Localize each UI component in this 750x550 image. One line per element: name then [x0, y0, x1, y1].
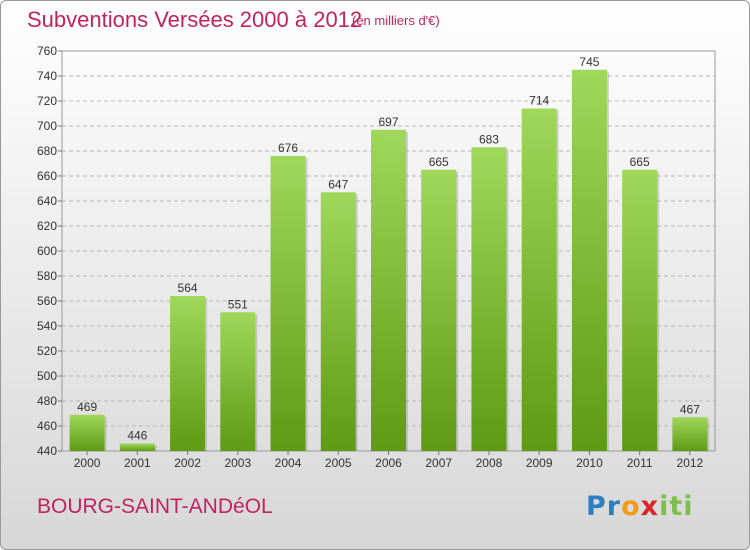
- y-tick-label: 600: [37, 244, 57, 258]
- y-tick-label: 580: [37, 269, 57, 283]
- bar-value-label: 647: [328, 177, 348, 191]
- y-tick-label: 740: [37, 69, 57, 83]
- labels: 440 460 480 500 520 540 560 580 600 620 640 660 680 7…: [37, 44, 704, 470]
- x-tick-label: 2010: [576, 456, 603, 470]
- bar: [220, 312, 256, 451]
- x-tick-label: 2005: [325, 456, 352, 470]
- bar: [471, 147, 507, 451]
- y-tick-label: 480: [37, 394, 57, 408]
- bar-value-label: 683: [479, 132, 499, 146]
- y-tick-label: 520: [37, 344, 57, 358]
- x-tick-label: 2008: [476, 456, 503, 470]
- bar-value-label: 446: [127, 429, 147, 443]
- bar: [69, 414, 105, 451]
- x-tick-label: 2011: [627, 456, 653, 470]
- bar: [270, 156, 306, 451]
- bars: [69, 69, 710, 451]
- y-tick-label: 720: [37, 94, 57, 108]
- x-tick-label: 2003: [224, 456, 251, 470]
- bar-value-label: 467: [680, 402, 700, 416]
- chart-title: Subventions Versées 2000 à 2012: [27, 7, 363, 32]
- bar-value-label: 665: [429, 155, 449, 169]
- y-tick-label: 660: [37, 169, 57, 183]
- bar: [521, 108, 557, 451]
- bar: [622, 169, 658, 451]
- bar: [320, 192, 356, 451]
- y-tick-label: 760: [37, 44, 57, 58]
- bar-value-label: 714: [529, 94, 549, 108]
- y-tick-label: 700: [37, 119, 57, 133]
- y-tick-label: 460: [37, 419, 57, 433]
- bar-value-label: 469: [77, 400, 97, 414]
- commune-name: BOURG-SAINT-ANDéOL: [37, 495, 273, 518]
- bar-value-label: 745: [579, 55, 599, 69]
- x-tick-label: 2002: [174, 456, 201, 470]
- proxiti-logo: Proxiti: [586, 491, 694, 522]
- bar-value-label: 676: [278, 141, 298, 155]
- bar: [371, 129, 406, 451]
- y-tick-label: 500: [37, 369, 57, 383]
- bar-value-label: 551: [228, 297, 248, 311]
- bar: [421, 169, 457, 451]
- bar-value-label: 564: [178, 281, 198, 295]
- x-tick-label: 2004: [275, 456, 302, 470]
- y-tick-label: 540: [37, 319, 57, 333]
- bar: [672, 417, 708, 451]
- chart-units: (en milliers d'€): [352, 13, 440, 28]
- y-tick-label: 620: [37, 219, 57, 233]
- x-tick-label: 2001: [124, 456, 151, 470]
- x-tick-label: 2006: [375, 456, 402, 470]
- y-tick-label: 440: [37, 444, 57, 458]
- y-tick-label: 680: [37, 144, 57, 158]
- bar: [170, 296, 206, 451]
- x-tick-label: 2009: [526, 456, 553, 470]
- bar-value-label: 665: [630, 155, 650, 169]
- x-tick-label: 2000: [74, 456, 101, 470]
- bar: [119, 443, 155, 451]
- bar: [571, 69, 607, 451]
- y-tick-label: 560: [37, 294, 57, 308]
- y-tick-label: 640: [37, 194, 57, 208]
- x-tick-label: 2012: [677, 456, 704, 470]
- x-tick-label: 2007: [425, 456, 452, 470]
- bar-value-label: 697: [378, 115, 398, 129]
